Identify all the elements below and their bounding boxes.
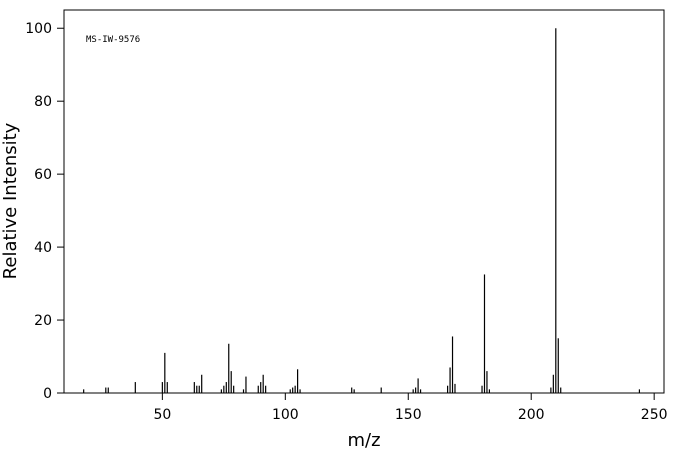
annotation: MS-IW-9576	[86, 35, 140, 45]
y-tick-label: 60	[34, 167, 52, 183]
x-tick-label: 50	[153, 407, 171, 423]
y-tick-label: 0	[43, 386, 52, 402]
y-tick-label: 100	[25, 21, 52, 37]
x-axis-label: m/z	[347, 430, 380, 451]
y-tick-label: 40	[34, 240, 52, 256]
y-tick-label: 20	[34, 313, 52, 329]
x-tick-label: 250	[641, 407, 668, 423]
x-tick-label: 100	[272, 407, 299, 423]
plot-frame	[63, 9, 665, 394]
y-axis-label: Relative Intensity	[0, 122, 21, 279]
y-tick-label: 80	[34, 94, 52, 110]
x-tick-label: 200	[518, 407, 545, 423]
x-tick-label: 150	[395, 407, 422, 423]
